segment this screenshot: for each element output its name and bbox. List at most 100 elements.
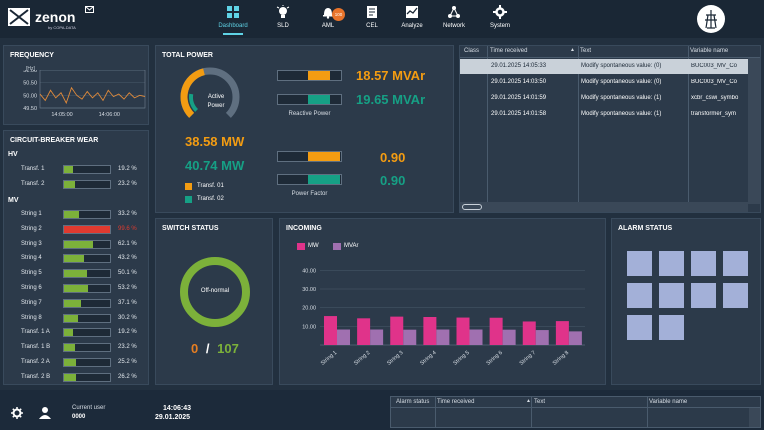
alarm-tile[interactable] [659, 283, 684, 308]
cbw-row-value: 99.6 % [118, 225, 137, 232]
bell-icon [323, 8, 333, 19]
cbw-row-value: 50.1 % [118, 270, 137, 277]
cbw-row-label: Transf. 1 B [21, 344, 51, 351]
legend-mvar: MVAr [344, 243, 359, 249]
incoming-ytick: 30.00 [302, 287, 316, 293]
chart-icon [406, 6, 418, 18]
cbw-row-bar [63, 165, 111, 174]
cbw-row-bar-fill [64, 373, 77, 381]
alarm-tile[interactable] [627, 283, 652, 308]
cbw-row-label: String 7 [21, 299, 42, 306]
nav-item-dashboard[interactable]: Dashboard [213, 3, 253, 35]
sort-icon[interactable]: ▲ [570, 47, 575, 53]
incoming-ytick: 20.00 [302, 306, 316, 312]
pf-bar-2 [277, 174, 342, 185]
event-row[interactable]: 29.01.2025 14:01:59 Modify spontaneous va… [460, 91, 748, 106]
col-time-received[interactable]: Time received [490, 48, 528, 54]
alarm-tile[interactable] [723, 283, 748, 308]
event-text: Modify spontaneous value: (1) [581, 95, 662, 101]
mw-transf2: 40.74 MW [185, 158, 245, 173]
cbw-row-label: Transf. 2 A [21, 359, 50, 365]
scroll-thumb[interactable] [462, 204, 482, 210]
cbw-row-bar [63, 224, 111, 234]
col-text[interactable]: Text [580, 48, 592, 54]
cbw-row-value: 33.2 % [118, 211, 137, 217]
cbw-row-label: String 1 [21, 211, 42, 217]
reactive-bar-1 [277, 70, 342, 81]
alarm-tile[interactable] [627, 251, 652, 276]
cbw-row-value: 43.2 % [118, 255, 137, 262]
alarm-col-time[interactable]: Time received [437, 399, 475, 405]
gear-icon[interactable] [11, 407, 23, 421]
switch-status-ring [180, 257, 250, 327]
nav-item-sld[interactable]: SLD [263, 3, 303, 29]
legend-transf2: Transf. 02 [197, 196, 224, 202]
alarm-tile[interactable] [691, 283, 716, 308]
incoming-bar-mw [324, 316, 337, 345]
alarm-tile[interactable] [659, 251, 684, 276]
dashboard-icon [227, 6, 239, 18]
cbw-row-label: String 2 [21, 225, 42, 232]
cbw-row-value: 23.2 % [118, 181, 137, 187]
gauge-label: Active Power [207, 94, 225, 109]
frequency-chart: 51.00 50.50 50.00 49.50 14:05:00 14:06:00 [23, 70, 146, 118]
cbw-row-value: 37.1 % [118, 299, 137, 306]
nav-item-aml[interactable]: AML 100 [308, 3, 348, 29]
event-variable: xcbr_cswi_symbo [691, 95, 739, 101]
freq-ytick: 49.50 [23, 106, 37, 112]
nav-item-network[interactable]: Network [434, 3, 474, 29]
current-user-value: 0000 [72, 414, 86, 420]
incoming-bar-mw [390, 316, 404, 345]
alarm-col-text[interactable]: Text [534, 399, 546, 405]
user-icon[interactable] [39, 406, 51, 421]
horizontal-scrollbar[interactable] [460, 202, 748, 212]
col-class[interactable]: Class [464, 48, 480, 54]
event-row[interactable]: 29.01.2025 14:01:58 Modify spontaneous va… [460, 107, 748, 122]
incoming-xtick: String 6 [486, 350, 504, 367]
cbw-row-bar-fill [64, 225, 110, 233]
event-variable: transformer_sym [691, 111, 737, 117]
event-row[interactable]: 29.01.2025 14:05:33 Modify spontaneous va… [460, 59, 748, 74]
event-time: 29.01.2025 14:05:33 [491, 63, 547, 69]
mv-heading: MV [8, 197, 19, 204]
nav-item-analyze[interactable]: Analyze [392, 3, 432, 29]
nav-item-cel[interactable]: CEL [352, 3, 392, 29]
app-name: zenon [35, 9, 76, 25]
legend-mvar-swatch [333, 243, 341, 250]
incoming-bar-mw [522, 321, 536, 345]
col-variable-name[interactable]: Variable name [690, 48, 729, 54]
reactive-bar-2 [277, 94, 342, 105]
event-time: 29.01.2025 14:03:50 [491, 79, 547, 85]
alarm-tile[interactable] [723, 251, 748, 276]
network-icon [448, 6, 460, 18]
alarm-tile[interactable] [659, 315, 684, 340]
company-logo [697, 5, 725, 33]
cbw-row-bar-fill [64, 270, 88, 278]
alarm-sort-icon[interactable]: ▲ [526, 398, 531, 404]
freq-ytick: 50.50 [23, 81, 37, 87]
alarm-tile[interactable] [691, 251, 716, 276]
nav-item-system[interactable]: System [480, 3, 520, 29]
alarm-col-variable[interactable]: Variable name [649, 399, 688, 405]
freq-ytick: 51.00 [23, 70, 37, 74]
alarm-col-status[interactable]: Alarm status [396, 399, 430, 405]
mw-transf1: 38.58 MW [185, 134, 245, 149]
reactive-label: Reactive Power [288, 111, 331, 117]
alarm-tile[interactable] [627, 315, 652, 340]
vertical-scrollbar[interactable] [748, 58, 760, 204]
cbw-row-value: 53.2 % [118, 285, 137, 291]
legend-transf1: Transf. 01 [197, 183, 224, 189]
mail-icon[interactable] [85, 6, 94, 15]
count-sep: / [205, 341, 210, 356]
nav-label: SLD [277, 23, 289, 29]
cbw-row-bar [63, 180, 111, 189]
total-power-title: TOTAL POWER [162, 52, 213, 59]
cbw-row-bar-fill [64, 285, 89, 292]
event-text: Modify spontaneous value: (0) [581, 63, 662, 69]
event-row[interactable]: 29.01.2025 14:03:50 Modify spontaneous va… [460, 75, 748, 90]
alarm-scrollbar[interactable] [749, 408, 760, 427]
cbw-row-value: 19.2 % [118, 329, 137, 336]
incoming-bar-mvar [568, 331, 582, 345]
pf-bar-2-fill [308, 175, 340, 184]
incoming-xtick: String 1 [320, 350, 338, 367]
